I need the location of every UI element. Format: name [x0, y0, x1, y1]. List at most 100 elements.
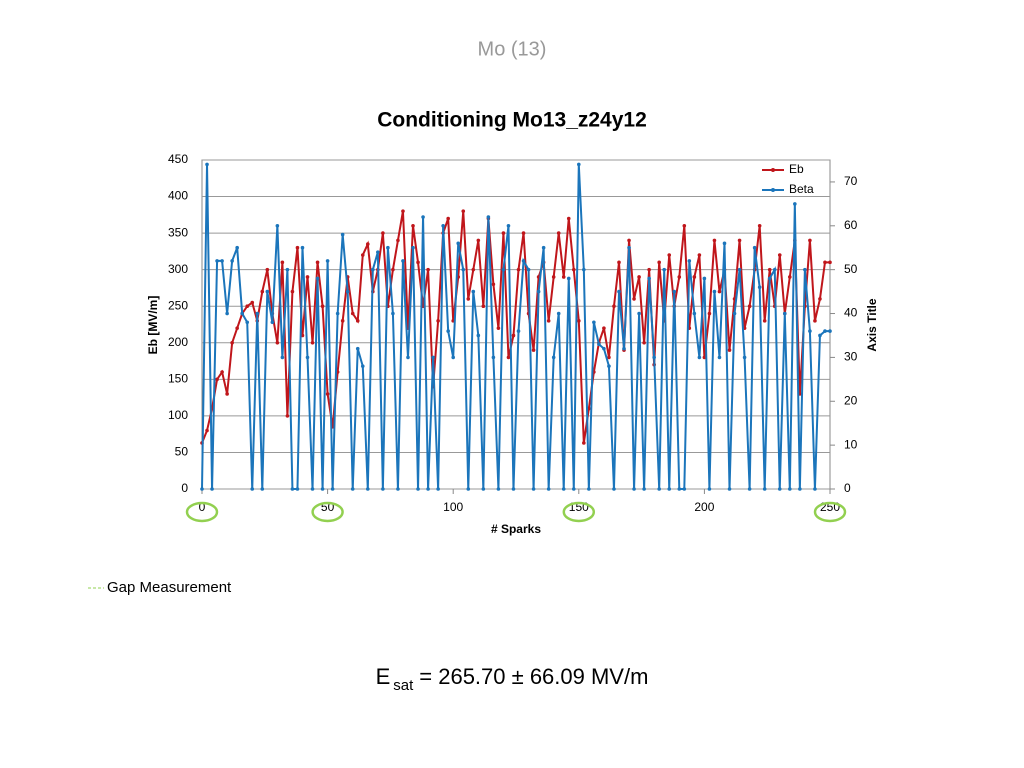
- data-point: [777, 487, 782, 491]
- data-point: [320, 487, 325, 491]
- y2-tick-label: 50: [844, 262, 858, 276]
- gap-marker: [185, 501, 219, 523]
- data-point: [561, 275, 566, 279]
- y-tick-label: 400: [168, 189, 188, 203]
- data-point: [270, 320, 275, 325]
- x-tick-label: 200: [694, 500, 714, 514]
- data-point: [325, 259, 330, 263]
- data-point: [476, 238, 481, 243]
- data-point: [325, 392, 330, 396]
- legend-label: Eb: [789, 162, 804, 176]
- data-point: [717, 289, 722, 294]
- data-point: [280, 355, 285, 360]
- data-point: [687, 259, 692, 263]
- formula-text: = 265.70 ± 66.09 MV/m: [419, 664, 648, 689]
- formula-symbol: E: [376, 664, 391, 689]
- data-point: [365, 487, 370, 491]
- data-point: [260, 289, 265, 294]
- data-point: [340, 232, 345, 237]
- data-point: [250, 300, 255, 305]
- data-point: [777, 253, 782, 257]
- data-point: [335, 311, 340, 316]
- data-point: [531, 348, 536, 352]
- data-point: [752, 245, 757, 250]
- data-point: [300, 245, 305, 250]
- y2-tick-label: 0: [844, 481, 851, 495]
- data-point: [496, 487, 501, 491]
- legend-marker: [771, 168, 775, 172]
- data-point: [637, 275, 641, 279]
- data-point: [305, 355, 310, 360]
- data-point: [381, 231, 385, 235]
- data-point: [582, 267, 586, 272]
- data-point: [717, 355, 722, 360]
- data-point: [677, 275, 682, 279]
- data-point: [566, 276, 571, 281]
- data-point: [757, 224, 762, 228]
- data-point: [798, 487, 802, 491]
- data-point: [597, 342, 601, 347]
- data-point: [516, 329, 521, 333]
- data-point: [697, 253, 702, 257]
- data-point: [793, 202, 797, 206]
- data-point: [546, 319, 551, 323]
- slide-title: Mo (13): [478, 38, 547, 60]
- data-point: [486, 215, 491, 219]
- data-point: [828, 260, 832, 265]
- formula-subscript: sat: [393, 677, 414, 694]
- data-point: [360, 364, 365, 368]
- data-point: [546, 487, 551, 491]
- data-point: [376, 250, 380, 254]
- data-point: [617, 289, 621, 294]
- data-point: [436, 487, 440, 491]
- data-point: [737, 267, 742, 272]
- data-point: [210, 487, 214, 491]
- data-point: [426, 487, 430, 491]
- data-point: [310, 487, 315, 491]
- data-point: [315, 260, 320, 265]
- data-point: [788, 275, 792, 279]
- data-point: [431, 355, 435, 360]
- data-point: [697, 355, 702, 360]
- data-point: [501, 267, 506, 272]
- data-point: [491, 355, 496, 360]
- data-point: [396, 487, 400, 491]
- data-point: [416, 487, 420, 491]
- y-tick-label: 100: [168, 408, 188, 422]
- data-point: [426, 267, 430, 272]
- data-point: [481, 487, 486, 491]
- y2-tick-label: 10: [844, 437, 858, 451]
- data-point: [677, 487, 682, 491]
- data-point: [637, 311, 641, 316]
- data-point: [350, 311, 355, 316]
- data-point: [823, 329, 827, 333]
- y2-tick-label: 70: [844, 174, 858, 188]
- data-point: [627, 245, 631, 250]
- data-point: [762, 487, 767, 491]
- data-point: [220, 259, 224, 263]
- data-point: [200, 487, 204, 491]
- data-point: [767, 267, 772, 272]
- y-tick-label: 450: [168, 152, 188, 166]
- data-point: [521, 259, 526, 263]
- y-tick-label: 350: [168, 225, 188, 239]
- data-point: [737, 238, 742, 243]
- data-point: [391, 311, 395, 316]
- data-point: [571, 487, 576, 491]
- data-point: [401, 209, 405, 213]
- data-point: [496, 326, 501, 330]
- data-point: [672, 289, 677, 294]
- data-point: [275, 340, 280, 345]
- data-point: [556, 311, 561, 316]
- chart-title: Conditioning Mo13_z24y12: [377, 109, 647, 132]
- data-point: [602, 346, 606, 351]
- data-point: [391, 267, 395, 272]
- data-point: [265, 289, 270, 294]
- data-point: [491, 282, 496, 287]
- data-point: [230, 259, 234, 263]
- y2-tick-label: 20: [844, 393, 858, 407]
- data-point: [215, 377, 219, 382]
- data-point: [577, 319, 581, 323]
- data-point: [471, 267, 476, 272]
- data-point: [642, 487, 646, 491]
